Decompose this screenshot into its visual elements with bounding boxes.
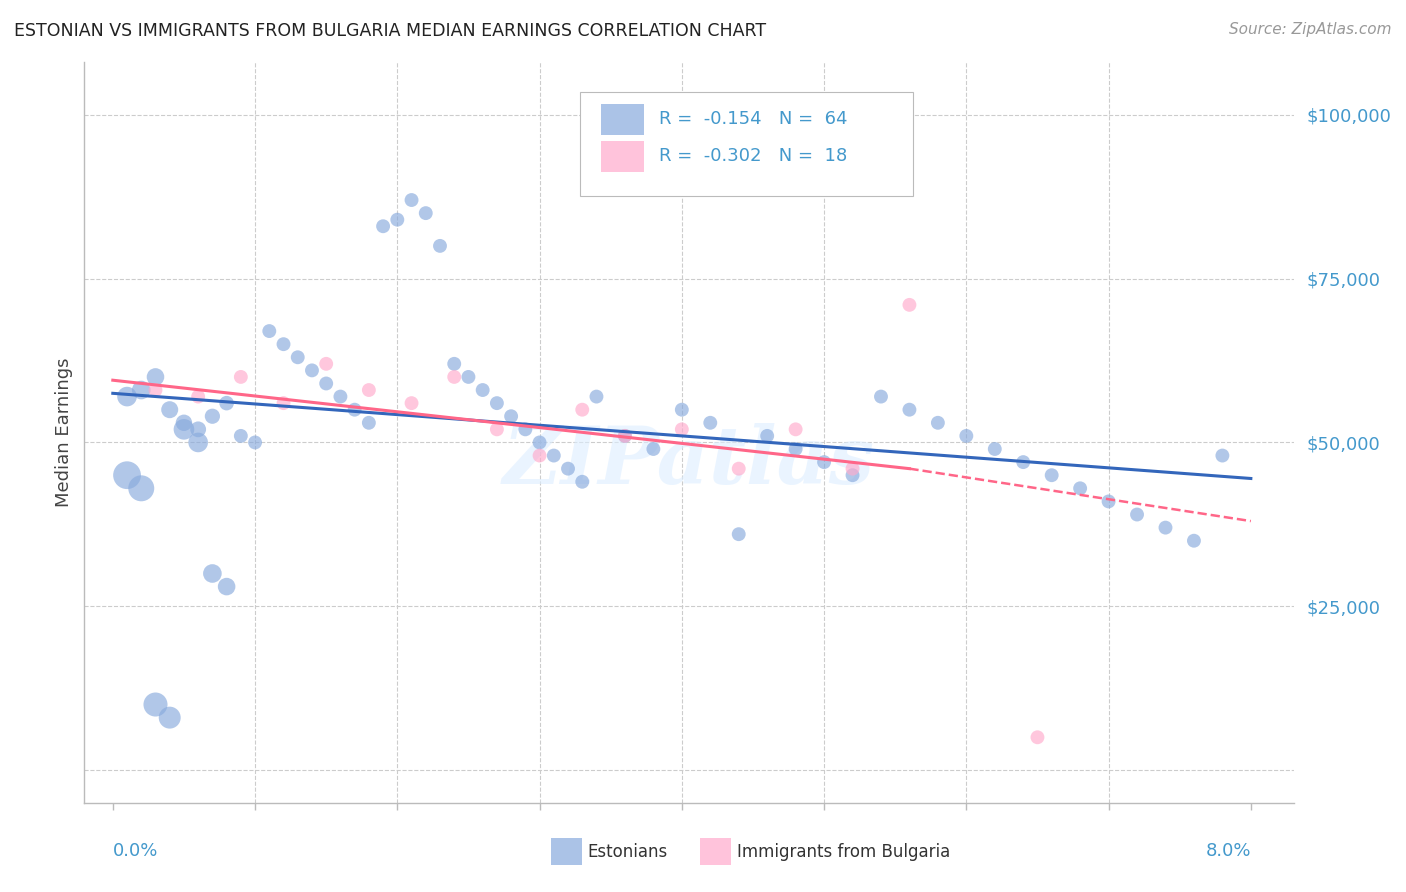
Point [841,468,863,483]
Point [229,370,252,384]
Point [671,422,693,436]
Point [1069,481,1091,495]
Point [357,416,380,430]
Text: 8.0%: 8.0% [1205,842,1251,860]
Point [1126,508,1149,522]
Point [401,396,423,410]
Point [145,698,167,712]
Point [1211,449,1233,463]
Text: Estonians: Estonians [588,843,668,861]
Point [115,390,138,404]
FancyBboxPatch shape [581,92,912,195]
Point [643,442,665,456]
Point [201,566,224,581]
Point [1040,468,1063,483]
FancyBboxPatch shape [600,141,644,172]
Point [387,212,409,227]
Point [501,409,523,424]
Point [259,324,281,338]
Point [457,370,479,384]
Point [756,429,779,443]
Point [357,383,380,397]
Point [159,711,181,725]
Point [145,383,167,397]
Point [443,357,465,371]
Point [301,363,323,377]
Point [585,390,607,404]
Text: R =  -0.302   N =  18: R = -0.302 N = 18 [659,147,846,165]
Point [1012,455,1035,469]
Point [273,396,295,410]
Point [813,455,835,469]
Point [785,422,807,436]
Point [287,351,309,365]
Point [1182,533,1205,548]
Point [785,442,807,456]
Point [727,527,749,541]
Text: R =  -0.154   N =  64: R = -0.154 N = 64 [659,111,848,128]
Text: ZIPatlas: ZIPatlas [503,424,875,501]
Point [215,580,238,594]
Point [727,461,749,475]
FancyBboxPatch shape [600,103,644,135]
Point [229,429,252,443]
Point [529,435,551,450]
Point [485,396,508,410]
Point [571,402,593,417]
Point [129,383,152,397]
Point [1097,494,1119,508]
Text: 0.0%: 0.0% [112,842,159,860]
Point [273,337,295,351]
Point [145,370,167,384]
Point [485,422,508,436]
Text: Immigrants from Bulgaria: Immigrants from Bulgaria [737,843,950,861]
Point [898,402,921,417]
Point [159,402,181,417]
Text: Source: ZipAtlas.com: Source: ZipAtlas.com [1229,22,1392,37]
Point [243,435,266,450]
Point [187,390,209,404]
Point [841,461,863,475]
Y-axis label: Median Earnings: Median Earnings [55,358,73,508]
Point [613,429,636,443]
Point [215,396,238,410]
Point [201,409,224,424]
Point [173,422,195,436]
Point [613,429,636,443]
Point [443,370,465,384]
Point [529,449,551,463]
Point [1154,521,1177,535]
Point [415,206,437,220]
Point [471,383,494,397]
Point [543,449,565,463]
Point [699,416,721,430]
Point [955,429,977,443]
Point [315,357,337,371]
Point [401,193,423,207]
Point [129,481,152,495]
Point [315,376,337,391]
Point [343,402,366,417]
Point [898,298,921,312]
Point [329,390,352,404]
Point [927,416,949,430]
Point [173,416,195,430]
Text: ESTONIAN VS IMMIGRANTS FROM BULGARIA MEDIAN EARNINGS CORRELATION CHART: ESTONIAN VS IMMIGRANTS FROM BULGARIA MED… [14,22,766,40]
Point [429,239,451,253]
Point [571,475,593,489]
Point [557,461,579,475]
Point [371,219,394,234]
Point [515,422,537,436]
Point [1026,731,1049,745]
Point [187,435,209,450]
Point [187,422,209,436]
Point [984,442,1007,456]
Point [870,390,893,404]
Point [671,402,693,417]
Point [115,468,138,483]
